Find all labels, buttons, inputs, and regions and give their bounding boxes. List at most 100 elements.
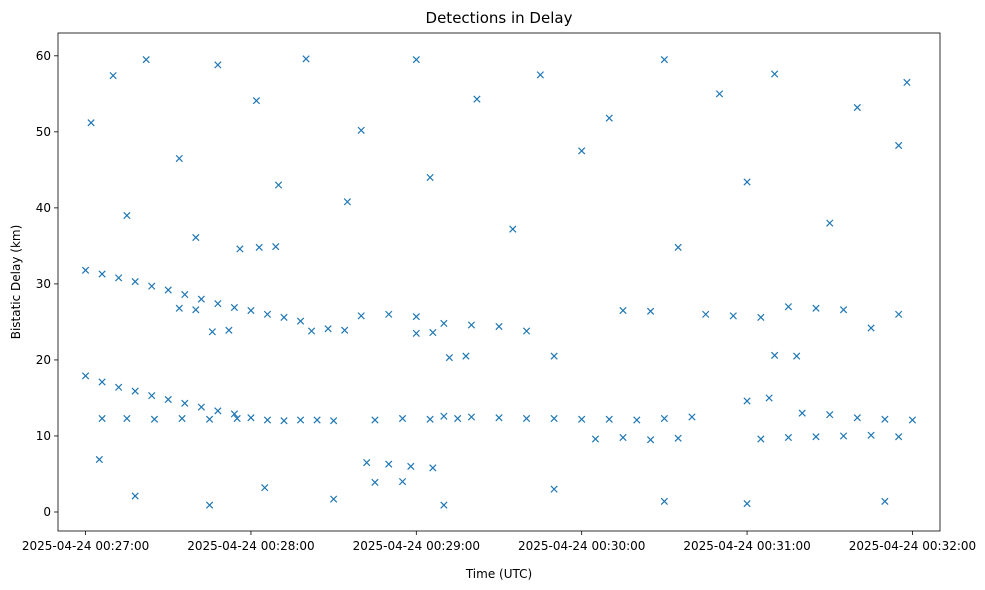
data-point [357,312,365,320]
data-point [385,460,393,468]
data-point [98,378,106,386]
data-point [81,372,90,380]
data-point [214,300,222,308]
data-point [412,329,420,337]
x-tick-label: 2025-04-24 00:30:00 [518,539,645,553]
data-point [591,435,600,443]
data-point [895,141,903,150]
data-point [550,414,558,423]
data-point [467,321,476,329]
data-point [578,415,586,423]
chart-title: Detections in Delay [426,9,573,27]
data-point [605,415,613,423]
data-point [853,414,861,422]
data-point [660,414,668,423]
data-point [867,324,875,332]
data-point [164,395,172,404]
data-point [115,383,123,391]
data-point [467,413,476,421]
data-point [225,326,233,334]
data-point [867,431,875,439]
data-point [619,433,627,442]
y-axis-label: Bistatic Delay (km) [9,225,23,340]
data-point [429,464,437,472]
data-point [208,328,216,336]
data-point [881,415,889,423]
data-point [247,306,255,315]
data-point [440,501,448,509]
data-point [812,304,820,312]
data-point [131,492,139,500]
data-point [462,352,470,360]
data-point [674,434,682,442]
x-tick-label: 2025-04-24 00:29:00 [353,539,480,553]
data-point [181,290,189,299]
data-point [230,410,239,418]
data-point [412,55,420,64]
data-point [826,219,834,227]
y-tick-label: 10 [36,429,51,443]
x-tick-label: 2025-04-24 00:32:00 [849,539,976,553]
data-point [660,497,668,505]
data-point [302,55,310,63]
data-point [247,414,255,422]
data-point [263,416,272,424]
data-point [702,310,710,318]
data-point [175,154,183,163]
data-point [908,416,917,424]
data-point [192,233,200,242]
data-point [536,71,544,79]
y-tick-label: 30 [36,277,51,291]
data-point [619,306,627,315]
data-point [236,245,244,253]
data-point [230,303,239,312]
data-point [192,306,200,314]
data-point [429,328,437,337]
data-point [445,354,454,362]
data-point [784,303,793,311]
data-point [357,126,365,134]
data-point [757,435,765,443]
data-point [454,414,462,423]
data-point [903,78,911,87]
data-point [148,392,156,400]
data-point [440,319,448,328]
data-point [440,412,448,420]
y-tick-label: 0 [43,505,51,519]
y-tick-label: 20 [36,353,51,367]
data-point [263,310,272,318]
data-point [313,416,321,424]
data-point [205,415,214,423]
data-point [175,304,183,312]
data-point [98,414,106,423]
data-point [123,414,131,423]
data-point [826,411,834,419]
data-point [131,387,139,395]
data-point [522,327,531,335]
data-point [839,306,848,314]
data-point [743,500,751,508]
x-axis-label: Time (UTC) [465,567,532,581]
data-point [87,119,95,127]
data-point [214,407,222,415]
data-point [688,413,696,421]
data-point [578,147,586,155]
data-point [646,436,655,444]
x-axis-ticks: 2025-04-24 00:27:00 2025-04-24 00:28:00 20… [22,531,976,553]
data-point [341,326,349,334]
data-point [509,225,517,233]
data-point [363,458,371,467]
x-tick-label: 2025-04-24 00:28:00 [187,539,314,553]
data-point [839,432,848,440]
data-point [895,310,903,318]
data-point [550,352,558,360]
data-point [324,325,332,333]
data-point [197,403,205,411]
data-point [881,497,889,505]
data-point [550,485,558,493]
data-point [197,295,205,303]
data-point [812,433,820,441]
data-point [274,181,283,189]
data-point [98,270,106,278]
